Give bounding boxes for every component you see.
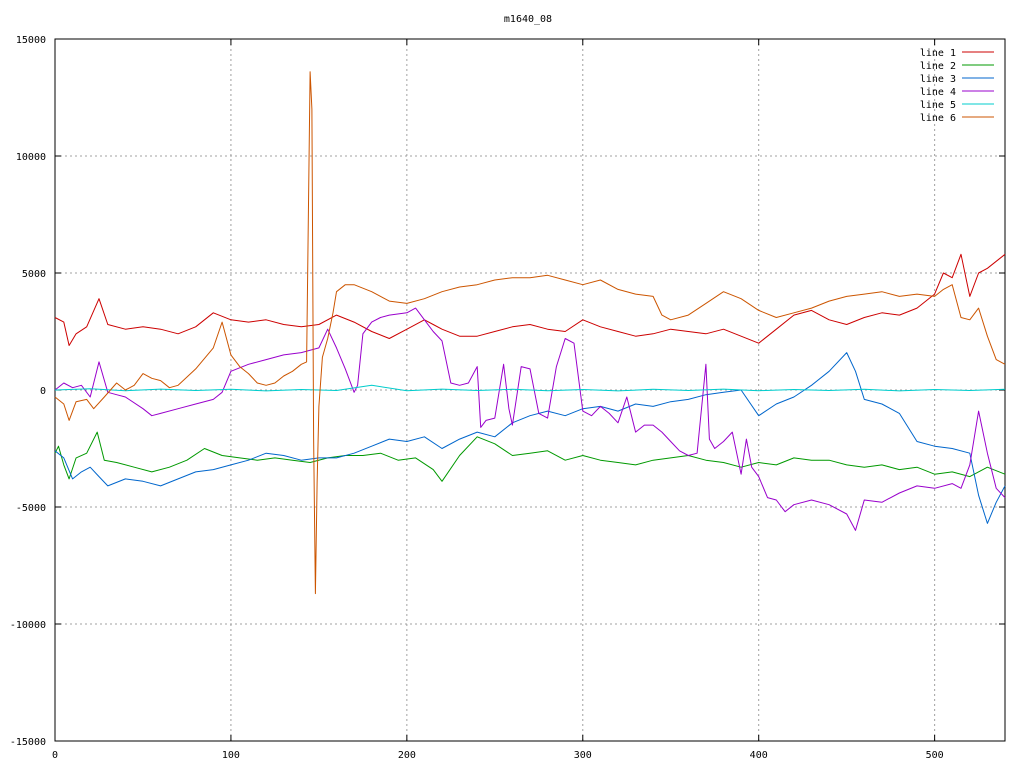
y-tick-label: 10000 — [16, 152, 46, 163]
y-tick-label: 15000 — [16, 35, 46, 46]
legend-label: line 3 — [920, 74, 956, 85]
x-tick-label: 100 — [222, 750, 240, 761]
series-line-2 — [54, 431, 1006, 482]
legend-label: line 4 — [920, 87, 956, 98]
tick-labels: 0 100 200 300 400 500 -15000 -10000 -5000 0 5000 10… — [10, 35, 944, 761]
series-line-5 — [54, 384, 1006, 392]
y-tick-label: -5000 — [16, 503, 46, 514]
y-tick-label: -15000 — [10, 737, 46, 748]
legend: line 1 line 2 line 3 line 4 line 5 line 6 — [920, 48, 994, 124]
chart-title: m1640_08 — [504, 14, 552, 25]
x-tick-label: 500 — [926, 750, 944, 761]
x-tick-label: 300 — [574, 750, 592, 761]
legend-label: line 1 — [920, 48, 956, 59]
legend-label: line 5 — [920, 100, 956, 111]
y-tick-label: 0 — [40, 386, 46, 397]
x-tick-label: 0 — [52, 750, 58, 761]
series-line-6 — [54, 71, 1006, 595]
legend-label: line 2 — [920, 61, 956, 72]
series-lines — [54, 71, 1006, 595]
x-tick-label: 400 — [750, 750, 768, 761]
series-line-4 — [54, 307, 1006, 531]
x-tick-label: 200 — [398, 750, 416, 761]
y-tick-label: 5000 — [22, 269, 46, 280]
series-line-3 — [54, 352, 1006, 524]
legend-label: line 6 — [920, 113, 956, 124]
series-line-1 — [54, 253, 1006, 346]
y-tick-label: -10000 — [10, 620, 46, 631]
